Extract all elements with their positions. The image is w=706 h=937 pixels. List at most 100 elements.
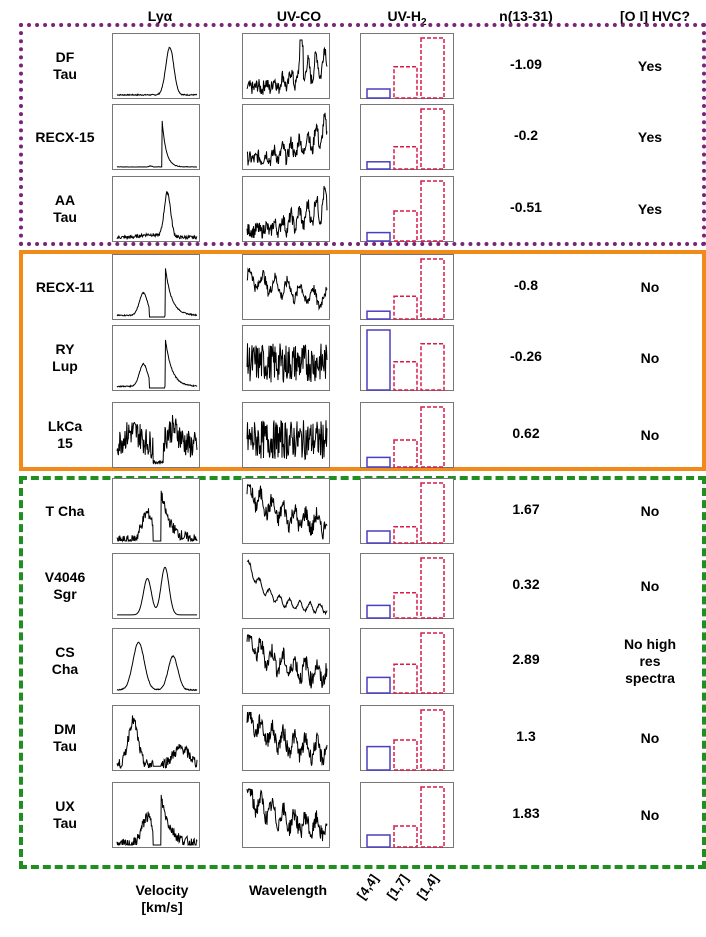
- footer-velocity: Velocity [km/s]: [112, 882, 212, 916]
- uvh2-bar-44: [366, 604, 391, 619]
- lya-spectrum-line: [116, 268, 198, 318]
- uvh2-bar-14: [420, 343, 445, 391]
- uvh2-bar-14: [420, 709, 445, 771]
- hvc-value: No: [640, 577, 660, 594]
- hvc-value: No high res spectra: [623, 635, 677, 686]
- uvh2-bar-17: [393, 592, 418, 619]
- uvh2-bar-14: [420, 406, 445, 468]
- hvc-value: Yes: [637, 57, 663, 74]
- uvh2-bar-44: [366, 834, 391, 848]
- uvco-spectrum-line: [246, 39, 328, 95]
- hvc-value: Yes: [637, 128, 663, 145]
- lya-panel: [112, 325, 200, 391]
- footer-bin-17: [1,7]: [383, 871, 412, 902]
- uvco-panel: [242, 176, 330, 242]
- n-value: 1.67: [512, 501, 540, 517]
- uvco-spectrum-line: [246, 559, 328, 616]
- uvh2-bar-14: [420, 786, 445, 848]
- header-uvh2: UV-H2: [372, 8, 442, 28]
- lya-spectrum-line: [116, 191, 198, 241]
- row-name: AA Tau: [53, 192, 77, 225]
- n-value: 2.89: [512, 651, 540, 667]
- uvh2-bar-14: [420, 258, 445, 320]
- uvh2-bar-14: [420, 37, 445, 99]
- uvh2-bar-14: [420, 180, 445, 242]
- uvco-spectrum-line: [246, 419, 328, 461]
- uvh2-bar-17: [393, 526, 418, 544]
- header-lya: Lyα: [147, 8, 173, 24]
- uvh2-bar-44: [366, 530, 391, 544]
- lya-spectrum-line: [116, 339, 198, 389]
- uvh2-bar-44: [366, 161, 391, 170]
- row-name: T Cha: [45, 502, 85, 519]
- row-name: DM Tau: [53, 721, 77, 754]
- uvh2-bar-17: [393, 66, 418, 99]
- lya-spectrum-line: [116, 715, 198, 769]
- uvh2-panel: [360, 176, 454, 242]
- lya-spectrum-line: [116, 414, 198, 465]
- uvco-spectrum-line: [246, 788, 328, 842]
- uvco-panel: [242, 478, 330, 544]
- lya-panel: [112, 478, 200, 544]
- lya-panel: [112, 104, 200, 170]
- uvco-spectrum-line: [246, 343, 328, 383]
- lya-spectrum-line: [117, 641, 198, 692]
- lya-panel: [112, 553, 200, 619]
- row-name: CS Cha: [51, 644, 79, 677]
- n-value: -1.09: [510, 56, 542, 72]
- row-name: RECX-11: [35, 278, 95, 295]
- hvc-value: No: [640, 426, 660, 443]
- footer-bin-14: [1,4]: [413, 871, 442, 902]
- uvco-panel: [242, 705, 330, 771]
- uvco-panel: [242, 254, 330, 320]
- uvh2-bar-17: [393, 439, 418, 468]
- uvh2-panel: [360, 325, 454, 391]
- footer-wavelength: Wavelength: [248, 882, 328, 898]
- group-box-purple: [19, 23, 706, 246]
- uvco-panel: [242, 33, 330, 99]
- uvh2-bar-17: [393, 663, 418, 694]
- hvc-value: No: [640, 729, 660, 746]
- header-hvc: [O I] HVC?: [620, 8, 690, 24]
- row-name: V4046 Sgr: [44, 569, 86, 602]
- n-value: 1.83: [512, 805, 540, 821]
- uvh2-bar-44: [366, 329, 391, 391]
- uvco-spectrum-line: [246, 483, 328, 540]
- uvh2-bar-17: [393, 739, 418, 771]
- lya-panel: [112, 782, 200, 848]
- lya-spectrum-line: [116, 794, 198, 847]
- lya-panel: [112, 176, 200, 242]
- uvh2-bar-17: [393, 146, 418, 170]
- lya-spectrum-line: [117, 566, 197, 616]
- uvh2-bar-44: [366, 676, 391, 694]
- n-value: -0.2: [513, 127, 539, 143]
- uvh2-bar-17: [393, 210, 418, 242]
- uvh2-bar-44: [366, 310, 391, 320]
- row-name: LkCa 15: [47, 418, 83, 451]
- uvco-panel: [242, 325, 330, 391]
- n-value: -0.8: [513, 277, 539, 293]
- uvh2-bar-44: [366, 456, 391, 468]
- lya-spectrum-line: [116, 46, 197, 97]
- header-uvh2-base: UV-H: [387, 8, 421, 24]
- uvh2-panel: [360, 782, 454, 848]
- lya-spectrum-line: [116, 120, 197, 168]
- lya-panel: [112, 254, 200, 320]
- uvco-spectrum-line: [246, 634, 328, 689]
- uvh2-panel: [360, 628, 454, 694]
- uvco-panel: [242, 628, 330, 694]
- uvh2-panel: [360, 553, 454, 619]
- row-name: RY Lup: [52, 341, 78, 374]
- uvh2-panel: [360, 478, 454, 544]
- header-n: n(13-31): [499, 8, 553, 24]
- n-value: 0.32: [512, 576, 540, 592]
- lya-panel: [112, 628, 200, 694]
- uvco-spectrum-line: [246, 185, 328, 239]
- uvh2-panel: [360, 705, 454, 771]
- hvc-value: Yes: [637, 200, 663, 217]
- row-name: UX Tau: [53, 798, 77, 831]
- uvh2-bar-14: [420, 632, 445, 694]
- uvh2-bar-17: [393, 361, 418, 391]
- uvh2-bar-17: [393, 295, 418, 320]
- footer-velocity-line1: Velocity: [135, 882, 189, 898]
